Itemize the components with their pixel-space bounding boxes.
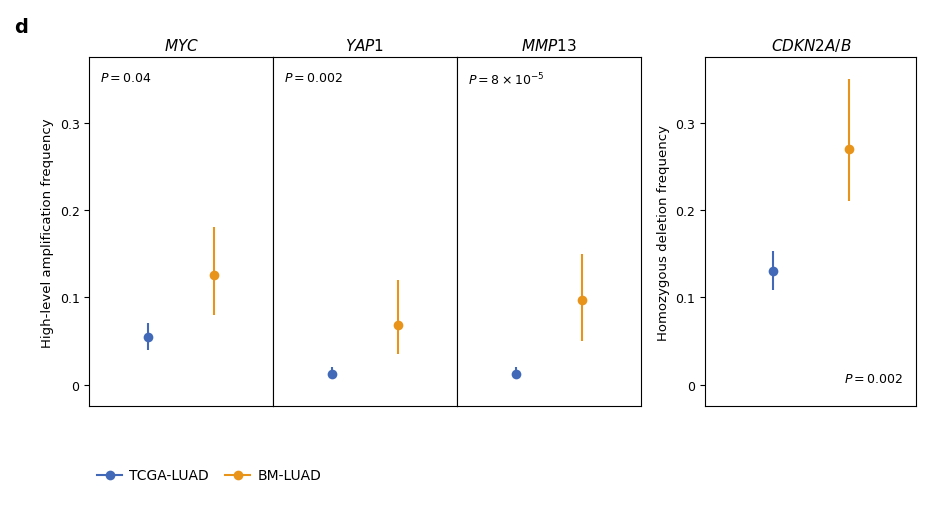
Title: $\mathit{CDKN2A/B}$: $\mathit{CDKN2A/B}$ [771, 37, 851, 54]
Text: d: d [14, 18, 28, 37]
Y-axis label: High-level amplification frequency: High-level amplification frequency [41, 118, 55, 347]
Legend: TCGA-LUAD, BM-LUAD: TCGA-LUAD, BM-LUAD [91, 463, 327, 488]
Y-axis label: Homozygous deletion frequency: Homozygous deletion frequency [657, 125, 670, 340]
Title: $\mathit{YAP1}$: $\mathit{YAP1}$ [345, 38, 384, 54]
Title: $\mathit{MMP13}$: $\mathit{MMP13}$ [521, 38, 577, 54]
Text: $P = 0.002$: $P = 0.002$ [844, 373, 904, 386]
Title: $\mathit{MYC}$: $\mathit{MYC}$ [164, 38, 198, 54]
Text: $P = 0.04$: $P = 0.04$ [101, 72, 152, 85]
Text: $P = 0.002$: $P = 0.002$ [284, 72, 343, 85]
Text: $P = 8 \times 10^{-5}$: $P = 8 \times 10^{-5}$ [468, 72, 544, 88]
